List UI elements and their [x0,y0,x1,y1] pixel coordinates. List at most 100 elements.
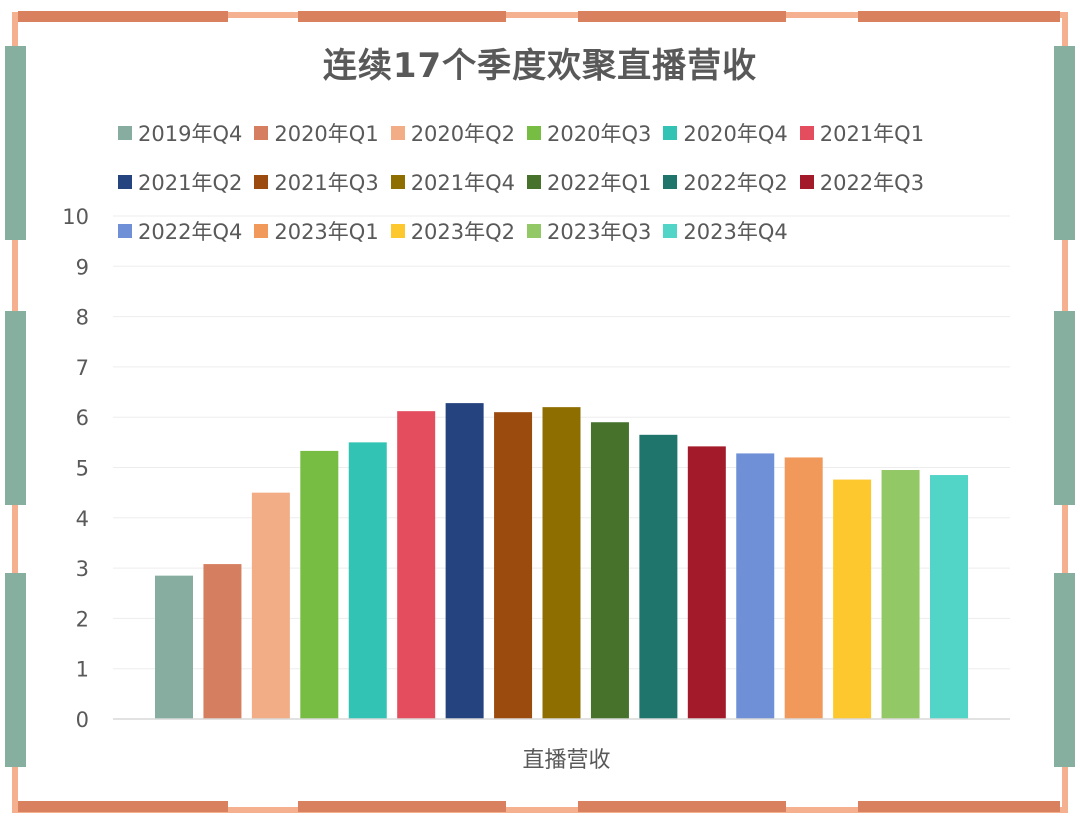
legend-swatch [254,175,269,189]
legend-swatch [663,126,678,140]
legend-label: 2020年Q4 [683,122,788,146]
chart-title: 连续17个季度欢聚直播营收 [322,46,758,86]
y-axis-ticks: 0 1 2 3 4 5 6 7 8 9 10 [62,205,89,732]
legend-item: 2023年Q2 [390,216,516,246]
legend-item: 2021年Q3 [254,167,379,197]
legend-swatch [118,175,132,189]
frame-top-segment [578,11,786,22]
chart-legend: 2019年Q4 2020年Q1 2020年Q2 2020年Q3 2020年Q4 2021年… [118,118,998,246]
bar-2021年Q2 [445,403,484,719]
frame-bottom-segment [18,801,228,812]
legend-swatch [527,126,542,140]
bar-2022年Q3 [687,446,726,719]
legend-item: 2020年Q4 [663,118,788,148]
y-tick-label: 8 [76,306,89,330]
legend-label: 2021年Q1 [819,122,925,146]
bar-2019年Q4 [155,575,193,719]
y-tick-label: 2 [76,607,89,631]
bars [155,403,968,719]
y-tick-label: 3 [76,557,89,581]
legend-item: 2021年Q1 [799,118,925,148]
legend-swatch [118,126,132,140]
frame-bottom-segment [858,801,1060,812]
frame-bottom-segment [578,801,786,812]
legend-label: 2019年Q4 [138,122,243,146]
bar-2021年Q1 [397,411,436,719]
frame-top-segment [858,11,1060,22]
legend-item: 2020年Q2 [390,118,516,148]
legend-label: 2020年Q1 [274,122,379,146]
bar-2023年Q3 [881,470,920,719]
frame-bottom-segment [298,801,506,812]
legend-label: 2021年Q3 [274,171,379,195]
legend-item: 2021年Q2 [118,167,242,197]
legend-swatch [390,126,405,140]
y-tick-label: 1 [76,658,89,682]
legend-swatch [799,175,814,189]
frame-right-bar [1054,46,1075,240]
legend-item: 2022年Q3 [799,167,925,197]
legend-swatch [254,126,269,140]
legend-item: 2023年Q4 [663,216,788,246]
legend-item: 2022年Q4 [118,216,242,246]
y-tick-label: 10 [62,205,89,229]
y-tick-label: 6 [76,406,89,430]
x-axis-label: 直播营收 [522,748,610,773]
legend-label: 2022年Q2 [683,171,788,195]
legend-label: 2023年Q2 [410,220,516,244]
legend-item: 2022年Q1 [527,167,651,197]
frame-top-segment [18,11,228,22]
legend-swatch [799,126,814,140]
bar-2020年Q4 [348,442,387,719]
legend-swatch [390,224,405,238]
legend-swatch [390,175,405,189]
legend-swatch [663,224,678,238]
bar-2022年Q2 [639,434,678,719]
bar-2022年Q1 [590,422,629,719]
legend-swatch [663,175,678,189]
legend-item: 2021年Q4 [390,167,516,197]
y-tick-label: 0 [76,708,89,732]
legend-label: 2023年Q4 [683,220,788,244]
y-tick-label: 7 [76,356,89,380]
y-tick-label: 4 [76,507,89,531]
bar-2023年Q1 [784,457,823,719]
legend-label: 2021年Q4 [410,171,516,195]
legend-item: 2023年Q1 [254,216,379,246]
legend-swatch [118,224,132,238]
bar-2022年Q4 [736,453,775,719]
legend-label: 2023年Q3 [547,220,652,244]
bar-2020年Q3 [300,450,339,719]
legend-label: 2020年Q2 [410,122,516,146]
bar-2021年Q4 [542,407,581,719]
legend-item: 2020年Q3 [527,118,651,148]
legend-item: 2020年Q1 [254,118,379,148]
legend-label: 2023年Q1 [274,220,379,244]
frame-right-bar [1054,311,1075,505]
legend-swatch [254,224,269,238]
bar-2023年Q4 [930,475,968,719]
legend-swatch [527,224,542,238]
legend-item: 2023年Q3 [527,216,651,246]
frame-right-bar [1054,573,1075,767]
legend-label: 2022年Q4 [138,220,243,244]
legend-item: 2022年Q2 [663,167,788,197]
frame-left-bar [5,311,26,505]
y-tick-label: 9 [76,255,89,279]
bar-2020年Q1 [203,564,242,719]
legend-label: 2022年Q3 [819,171,925,195]
legend-item: 2019年Q4 [118,118,242,148]
frame-top-segment [298,11,506,22]
legend-swatch [527,175,542,189]
frame-left-bar [5,573,26,767]
bar-2021年Q3 [494,412,533,719]
legend-label: 2020年Q3 [547,122,652,146]
legend-label: 2021年Q2 [138,171,243,195]
legend-label: 2022年Q1 [547,171,652,195]
y-tick-label: 5 [76,457,89,481]
bar-2023年Q2 [833,479,872,719]
frame-left-bar [5,46,26,240]
bar-2020年Q2 [251,492,290,719]
